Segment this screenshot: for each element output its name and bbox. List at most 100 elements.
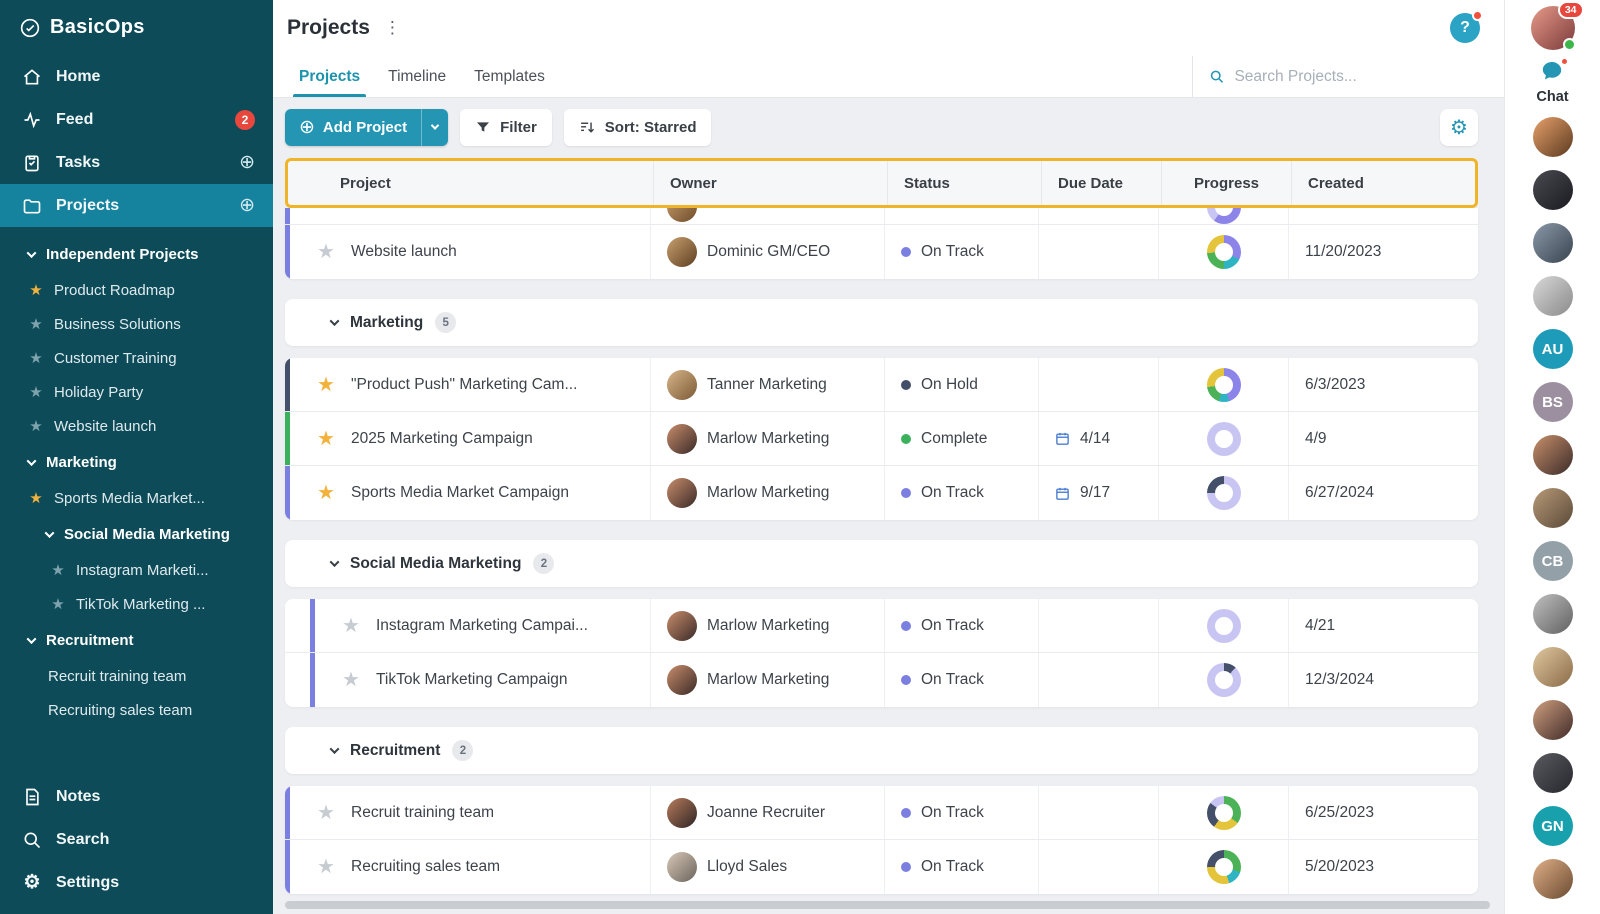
table-row-website-launch[interactable]: ★ Website launch Dominic GM/CEO On Track: [285, 225, 1478, 279]
column-header-progress[interactable]: Progress: [1161, 161, 1291, 205]
table-row-sports-media-market-campaign[interactable]: ★ Sports Media Market Campaign Marlow Ma…: [285, 466, 1478, 520]
status-cell[interactable]: On Track: [884, 653, 1038, 707]
star-icon[interactable]: ★: [317, 801, 335, 824]
table-row-2025-marketing-campaign[interactable]: ★ 2025 Marketing Campaign Marlow Marketi…: [285, 412, 1478, 466]
group-header-marketing[interactable]: Marketing 5: [285, 299, 1478, 346]
star-icon[interactable]: ★: [317, 373, 335, 396]
logo[interactable]: BasicOps: [0, 0, 273, 55]
table-row-instagram-marketing-campaign[interactable]: ★ Instagram Marketing Campai... Marlow M…: [285, 599, 1478, 653]
column-header-project[interactable]: Project: [340, 174, 391, 192]
team-avatar[interactable]: BS: [1532, 382, 1573, 422]
project-name[interactable]: "Product Push" Marketing Cam...: [351, 375, 578, 393]
status-cell[interactable]: Complete: [884, 412, 1038, 465]
team-avatar[interactable]: [1532, 223, 1573, 263]
group-header-social-media-marketing[interactable]: Social Media Marketing 2: [285, 540, 1478, 587]
team-avatar[interactable]: GN: [1532, 806, 1573, 846]
nav-item-home[interactable]: Home: [0, 55, 273, 98]
table-row-recruiting-sales-team[interactable]: ★ Recruiting sales team Lloyd Sales On T…: [285, 840, 1478, 894]
nav-item-notes[interactable]: Notes: [0, 775, 273, 818]
star-icon[interactable]: ★: [317, 427, 335, 450]
status-cell[interactable]: On Hold: [884, 358, 1038, 411]
due-date-cell[interactable]: [1038, 358, 1158, 411]
team-avatar[interactable]: [1532, 859, 1573, 899]
add-project-dropdown-button[interactable]: [421, 108, 449, 146]
status-cell[interactable]: On Track: [884, 599, 1038, 652]
table-row-recruit-training-team[interactable]: ★ Recruit training team Joanne Recruiter…: [285, 786, 1478, 840]
project-name[interactable]: TikTok Marketing Campaign: [376, 671, 568, 688]
tree-section-recruitment[interactable]: Recruitment: [0, 621, 273, 659]
tree-section-marketing[interactable]: Marketing: [0, 443, 273, 481]
due-date-cell[interactable]: [1038, 599, 1158, 652]
table-row-tiktok-marketing-campaign[interactable]: ★ TikTok Marketing Campaign Marlow Marke…: [285, 653, 1478, 707]
horizontal-scrollbar[interactable]: [285, 901, 1490, 909]
team-avatar[interactable]: [1532, 594, 1573, 634]
star-icon[interactable]: ★: [317, 856, 335, 878]
nav-item-search[interactable]: Search: [0, 818, 273, 861]
help-button[interactable]: ?: [1450, 10, 1483, 43]
project-search[interactable]: [1192, 56, 1504, 97]
tab-timeline[interactable]: Timeline: [374, 56, 460, 97]
tree-item-recruit-training-team[interactable]: Recruit training team: [0, 659, 273, 693]
nav-item-projects[interactable]: Projects ⊕: [0, 184, 273, 227]
search-input[interactable]: [1234, 67, 1488, 86]
nav-item-settings[interactable]: ⚙ Settings: [0, 861, 273, 904]
tree-section-social-media-marketing[interactable]: Social Media Marketing: [0, 515, 273, 553]
status-cell[interactable]: On Track: [884, 466, 1038, 520]
team-avatar[interactable]: [1532, 170, 1573, 210]
group-header-recruitment[interactable]: Recruitment 2: [285, 727, 1478, 774]
team-avatar[interactable]: [1532, 647, 1573, 687]
project-name[interactable]: Recruiting sales team: [351, 858, 501, 875]
due-date-cell[interactable]: [1038, 840, 1158, 894]
star-icon[interactable]: ★: [317, 241, 335, 263]
due-date-cell[interactable]: [1038, 225, 1158, 279]
chat-button[interactable]: Chat: [1536, 57, 1570, 105]
team-avatar[interactable]: CB: [1532, 541, 1573, 581]
team-avatar[interactable]: AU: [1532, 329, 1573, 369]
tab-templates[interactable]: Templates: [460, 56, 559, 97]
star-icon[interactable]: ★: [342, 614, 360, 637]
current-user-avatar[interactable]: 34: [1530, 1, 1584, 51]
project-name[interactable]: Recruit training team: [351, 803, 495, 821]
star-icon[interactable]: ★: [342, 669, 360, 691]
tree-item-sports-media-market[interactable]: ★ Sports Media Market...: [0, 481, 273, 515]
tree-item-website-launch[interactable]: ★ Website launch: [0, 409, 273, 443]
table-row-partial[interactable]: [285, 208, 1478, 225]
tree-item-business-solutions[interactable]: ★ Business Solutions: [0, 307, 273, 341]
tree-item-recruiting-sales-team[interactable]: Recruiting sales team: [0, 693, 273, 727]
add-project-button[interactable]: ⊕ Add Project: [285, 108, 422, 146]
tree-item-tiktok-marketing[interactable]: ★ TikTok Marketing ...: [0, 587, 273, 621]
star-icon[interactable]: ★: [317, 482, 335, 504]
table-settings-button[interactable]: ⚙: [1440, 108, 1478, 146]
due-date-cell[interactable]: 9/17: [1038, 466, 1158, 520]
project-name[interactable]: 2025 Marketing Campaign: [351, 429, 533, 447]
column-header-status[interactable]: Status: [887, 161, 1041, 205]
status-cell[interactable]: On Track: [884, 840, 1038, 894]
more-options-icon[interactable]: ⋮: [383, 18, 401, 37]
team-avatar[interactable]: [1532, 276, 1573, 316]
project-name[interactable]: Instagram Marketing Campai...: [376, 616, 588, 634]
due-date-cell[interactable]: [1038, 786, 1158, 839]
status-cell[interactable]: On Track: [884, 225, 1038, 279]
add-task-icon[interactable]: ⊕: [239, 152, 255, 173]
tab-projects[interactable]: Projects: [285, 56, 374, 97]
table-row-product-push[interactable]: ★ "Product Push" Marketing Cam... Tanner…: [285, 358, 1478, 412]
nav-item-tasks[interactable]: Tasks ⊕: [0, 141, 273, 184]
sort-button[interactable]: Sort: Starred: [563, 108, 712, 146]
tree-item-instagram-marketing[interactable]: ★ Instagram Marketi...: [0, 553, 273, 587]
team-avatar[interactable]: [1532, 700, 1573, 740]
due-date-cell[interactable]: [1038, 653, 1158, 707]
tree-item-product-roadmap[interactable]: ★ Product Roadmap: [0, 273, 273, 307]
column-header-due-date[interactable]: Due Date: [1041, 161, 1161, 205]
tree-section-independent-projects[interactable]: Independent Projects: [0, 235, 273, 273]
status-cell[interactable]: On Track: [884, 786, 1038, 839]
filter-button[interactable]: Filter: [460, 108, 552, 146]
team-avatar[interactable]: [1532, 435, 1573, 475]
column-header-owner[interactable]: Owner: [653, 161, 887, 205]
project-name[interactable]: Website launch: [351, 243, 457, 260]
tree-item-holiday-party[interactable]: ★ Holiday Party: [0, 375, 273, 409]
project-name[interactable]: Sports Media Market Campaign: [351, 484, 569, 501]
tree-item-customer-training[interactable]: ★ Customer Training: [0, 341, 273, 375]
add-project-icon[interactable]: ⊕: [239, 195, 255, 216]
team-avatar[interactable]: [1532, 117, 1573, 157]
team-avatar[interactable]: [1532, 753, 1573, 793]
